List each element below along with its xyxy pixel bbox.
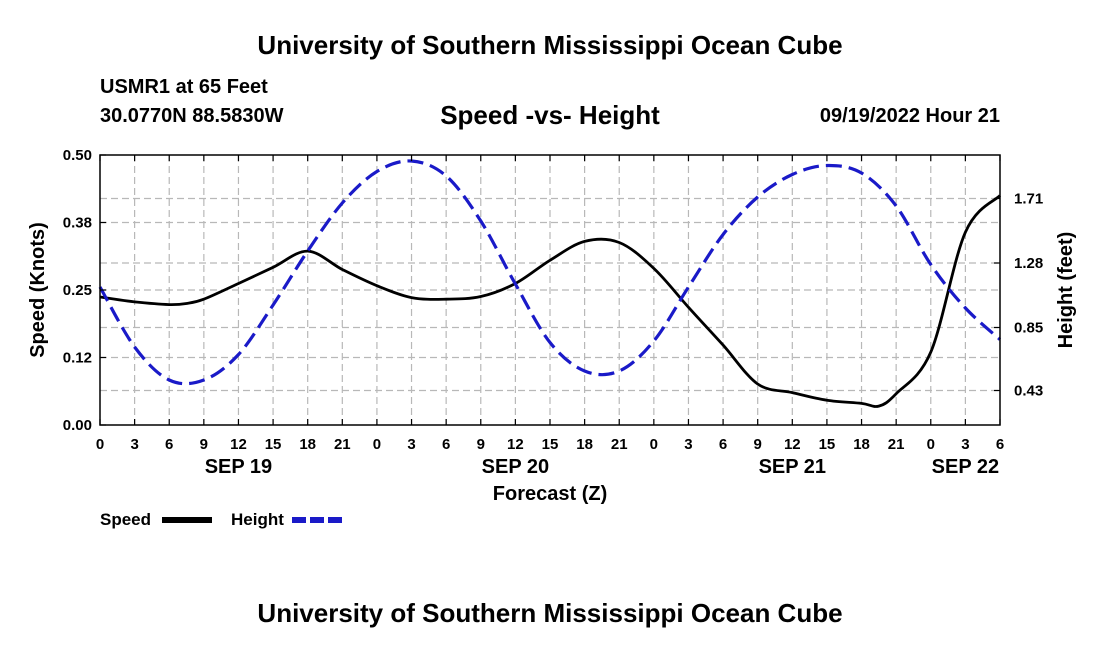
station-coordinates: 30.0770N 88.5830W (100, 105, 284, 127)
y-left-tick-label: 0.38 (63, 215, 92, 232)
x-tick-label: 6 (996, 436, 1004, 453)
x-axis-title: Forecast (Z) (493, 483, 607, 505)
x-tick-label: 15 (265, 436, 282, 453)
x-tick-label: 12 (507, 436, 524, 453)
x-tick-label: 0 (373, 436, 381, 453)
page-title: University of Southern Mississippi Ocean… (257, 30, 843, 60)
speed-series-line (99, 194, 1002, 408)
x-date-label: SEP 21 (759, 456, 826, 478)
chart-legend: Speed Height (100, 510, 342, 529)
x-tick-label: 21 (611, 436, 628, 453)
y-left-tick-label: 0.50 (63, 147, 92, 164)
x-tick-label: 9 (200, 436, 208, 453)
footer-title: University of Southern Mississippi Ocean… (257, 598, 843, 628)
x-tick-label: 18 (853, 436, 870, 453)
x-tick-label: 12 (230, 436, 247, 453)
y-left-tick-label: 0.00 (63, 417, 92, 434)
x-date-label: SEP 20 (482, 456, 549, 478)
x-tick-label: 3 (684, 436, 692, 453)
y-right-tick-label: 1.28 (1014, 255, 1043, 272)
forecast-datetime: 09/19/2022 Hour 21 (819, 105, 1000, 127)
x-tick-label: 12 (784, 436, 801, 453)
y-right-axis-title: Height (feet) (1055, 232, 1077, 349)
chart-axes: 0 3 6 9 12 15 18 21 0 3 6 9 12 15 18 21 0 3 6 9 12 15 18 21 0 3 6 S… (27, 147, 1077, 505)
y-right-tick-label: 0.85 (1014, 320, 1043, 337)
x-tick-label: 0 (650, 436, 658, 453)
chart-grid (100, 155, 1000, 425)
x-tick-label: 21 (334, 436, 351, 453)
height-series-line (98, 159, 1002, 386)
x-tick-label: 3 (407, 436, 415, 453)
chart-subtitle: Speed -vs- Height (440, 100, 660, 130)
y-left-tick-label: 0.25 (63, 282, 92, 299)
legend-height-label: Height (231, 510, 284, 529)
y-right-tick-label: 0.43 (1014, 383, 1043, 400)
x-tick-label: 9 (477, 436, 485, 453)
legend-speed-label: Speed (100, 510, 151, 529)
chart-series (98, 159, 1002, 408)
x-tick-label: 9 (754, 436, 762, 453)
x-tick-label: 3 (961, 436, 969, 453)
x-date-label: SEP 19 (205, 456, 272, 478)
x-date-label: SEP 22 (932, 456, 999, 478)
station-label: USMR1 at 65 Feet (100, 76, 268, 98)
x-tick-label: 6 (442, 436, 450, 453)
x-tick-label: 6 (165, 436, 173, 453)
x-tick-label: 3 (130, 436, 138, 453)
x-tick-label: 21 (888, 436, 905, 453)
y-left-tick-label: 0.12 (63, 350, 92, 367)
x-tick-label: 15 (542, 436, 559, 453)
x-tick-label: 6 (719, 436, 727, 453)
x-tick-label: 18 (576, 436, 593, 453)
x-tick-label: 0 (96, 436, 104, 453)
y-left-axis-title: Speed (Knots) (27, 222, 49, 358)
x-tick-label: 0 (927, 436, 935, 453)
x-tick-label: 18 (299, 436, 316, 453)
y-right-tick-label: 1.71 (1014, 191, 1043, 208)
x-tick-label: 15 (819, 436, 836, 453)
